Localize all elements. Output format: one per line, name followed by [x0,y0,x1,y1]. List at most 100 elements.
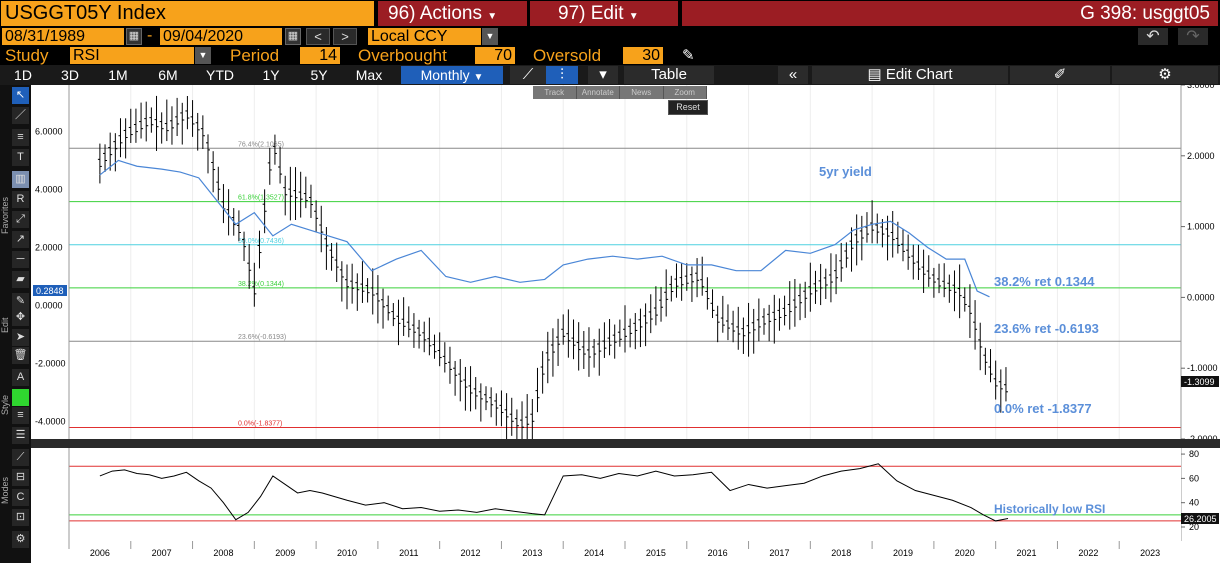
yield-annotation: 5yr yield [819,164,872,179]
left-last-value-box [33,285,67,296]
currency-select[interactable]: Local CCY [368,28,481,45]
study-bar: Study RSI ▼ Period 14 Overbought 70 Over… [0,46,1220,65]
x-tick-label: 2021 [1017,548,1037,558]
right-last-value-box [1181,376,1219,387]
oversold-input[interactable]: 30 [623,47,663,64]
gear-icon[interactable]: ⚙ [1112,66,1218,84]
chart-icon: ▤ [867,66,882,83]
left-tick-label: 2.0000 [35,242,63,252]
collapse-left-icon[interactable]: « [778,66,808,84]
x-tick-label: 2007 [152,548,172,558]
edit-menu-button[interactable]: 97) Edit ▼ [530,1,678,26]
start-date-input[interactable]: 08/31/1989 [2,28,124,45]
chevron-down-icon[interactable]: ▾ [588,66,618,84]
line-width-icon[interactable]: ≡ [12,407,29,424]
cursor-icon[interactable]: ↖ [12,87,29,104]
date-separator: - [147,27,153,44]
panel-divider[interactable] [31,439,1220,448]
right-tick-label: 2.0000 [1187,151,1215,161]
ret382-annotation: 38.2% ret 0.1344 [994,274,1095,289]
range-1y[interactable]: 1Y [262,67,280,83]
calendar-icon[interactable]: ▦ [285,28,301,45]
period-label: Period [230,46,280,65]
calendar-icon[interactable]: ▦ [126,28,142,45]
range-max[interactable]: Max [355,67,383,83]
actions-menu-button[interactable]: 96) Actions ▼ [378,1,527,26]
table-button[interactable]: Table [624,66,714,84]
gear-icon[interactable]: ⚙ [12,531,29,548]
bar-chart-icon[interactable]: ⫶ [546,66,578,84]
modes-label: Modes [0,476,10,504]
draw-icon[interactable]: ✐ [1010,66,1110,84]
measure-icon[interactable]: ⊟ [12,469,29,486]
left-tick-label: 0.0000 [35,301,63,311]
chevron-down-icon: ▼ [628,11,639,22]
rsi-tick-label: 80 [1189,449,1199,459]
fibonacci-icon[interactable]: ≡ [12,129,29,146]
range-6m[interactable]: 6M [158,67,178,83]
end-date-input[interactable]: 09/04/2020 [160,28,282,45]
rsi-annotation: Historically low RSI [994,502,1105,516]
actions-label: 96) Actions [388,3,482,24]
x-tick-label: 2012 [461,548,481,558]
left-tick-label: -2.0000 [35,359,66,369]
line-chart-icon[interactable]: ⟋ [510,66,546,84]
range-5y[interactable]: 5Y [310,67,328,83]
annotate-toggle[interactable]: Annotate [577,86,620,99]
rsi-last-value: 26.2005 [1184,514,1217,524]
brush-icon[interactable]: ✎ [12,293,29,310]
pencil-icon[interactable]: ✎ [682,47,695,64]
ret236-annotation: 23.6% ret -0.6193 [994,321,1099,336]
range-1d[interactable]: 1D [14,67,32,83]
frequency-select[interactable]: Monthly ▼ [401,66,503,84]
forward-arrow-icon[interactable]: > [333,28,357,45]
back-arrow-icon[interactable]: < [306,28,330,45]
crosshair-icon[interactable]: ⟋ [12,449,29,466]
title-bar: USGGT05Y Index 96) Actions ▼ 97) Edit ▼ … [0,0,1220,27]
snap-icon[interactable]: C [12,489,29,506]
overbought-input[interactable]: 70 [475,47,515,64]
study-label: Study [5,46,49,65]
font-icon[interactable]: A [12,369,29,386]
rsi-series-line [99,463,1009,522]
chevron-down-icon[interactable]: ▼ [482,28,498,45]
edit-chart-label: Edit Chart [885,66,953,83]
fib-label: 61.8%(1.3527) [238,195,284,202]
ray-tool-icon[interactable]: ↗ [12,231,29,248]
redo-icon[interactable]: ↷ [1178,28,1208,45]
range-3d[interactable]: 3D [61,67,79,83]
period-input[interactable]: 14 [300,47,340,64]
left-tick-label: 4.0000 [35,184,63,194]
channel-icon[interactable]: ▰ [12,271,29,288]
move-icon[interactable]: ✥ [12,309,29,326]
ruler-icon[interactable]: ⊡ [12,509,29,526]
line-tool-icon[interactable]: ／ [12,107,29,124]
price-chart[interactable]: 76.4%(2.1065) 61.8%(1.3527) 50.0%(0.7436) 3… [31,85,1220,563]
color-swatch-icon[interactable] [12,389,29,406]
text-tool-icon[interactable]: T [12,149,29,166]
chevron-down-icon[interactable]: ▼ [195,47,211,64]
edit-chart-button[interactable]: ▤ Edit Chart [812,66,1008,84]
range-1m[interactable]: 1M [108,67,128,83]
zoom-toggle[interactable]: Zoom [664,86,707,99]
fib-label: 50.0%(0.7436) [238,238,284,245]
x-tick-label: 2018 [831,548,851,558]
trend-tool-icon[interactable]: ⤢ [12,211,29,228]
line-style-icon[interactable]: ☰ [12,427,29,444]
track-toggle[interactable]: Track [533,86,577,99]
function-code: G 398: usggt05 [682,1,1218,26]
resistance-icon[interactable]: R [12,191,29,208]
chart-style-icon[interactable]: ▥ [12,171,29,188]
ticker-field[interactable]: USGGT05Y Index [1,1,374,26]
hline-icon[interactable]: ─ [12,251,29,268]
select-icon[interactable]: ➤ [12,329,29,346]
style-label: Style [0,395,10,416]
news-toggle[interactable]: News [620,86,664,99]
undo-icon[interactable]: ↶ [1138,28,1168,45]
yield-series-line [99,159,990,298]
trash-icon[interactable]: 🗑 [12,347,29,364]
reset-button[interactable]: Reset [668,100,708,115]
overbought-label: Overbought [358,46,447,65]
range-ytd[interactable]: YTD [206,67,234,83]
study-select[interactable]: RSI [70,47,194,64]
